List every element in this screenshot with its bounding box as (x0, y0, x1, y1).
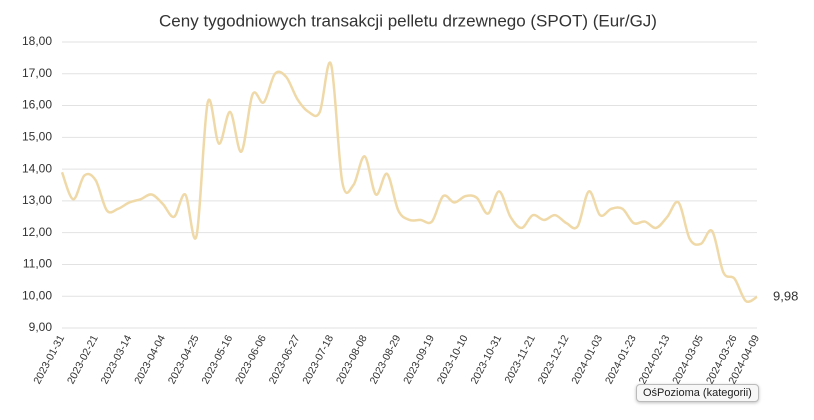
x-tick-label: 2023-01-31 (31, 333, 67, 386)
x-tick-label: 2024-02-13 (637, 333, 673, 386)
y-tick-label: 16,00 (22, 98, 52, 112)
x-tick-label: 2023-12-12 (536, 333, 572, 386)
x-tick-label: 2023-04-25 (166, 333, 202, 386)
x-tick-label: 2023-03-14 (99, 333, 135, 386)
x-tick-label: 2023-05-16 (199, 333, 235, 386)
x-tick-label: 2024-01-23 (603, 333, 639, 386)
x-tick-label: 2023-08-08 (334, 333, 370, 386)
x-tick-label: 2023-11-21 (502, 333, 538, 386)
x-tick-label: 2023-10-10 (435, 333, 471, 386)
x-tick-label: 2023-06-06 (233, 333, 269, 386)
y-tick-label: 11,00 (23, 257, 52, 271)
y-tick-label: 14,00 (22, 161, 52, 175)
tooltip: OśPozioma (kategorii) (636, 384, 759, 402)
x-tick-label: 2024-03-05 (670, 333, 706, 386)
x-tick-label: 2023-08-29 (368, 333, 404, 386)
line (60, 61, 758, 303)
x-tick-label: 2023-06-27 (267, 333, 303, 386)
y-tick-label: 18,00 (22, 34, 52, 48)
x-tick-label: 2023-02-21 (65, 333, 101, 386)
chart-title: Ceny tygodniowych transakcji pelletu drz… (159, 11, 657, 30)
x-tick-label: 2024-01-03 (569, 333, 605, 386)
y-tick-label: 9,00 (29, 320, 53, 334)
y-tick-label: 10,00 (22, 288, 52, 302)
x-tick-label: 2023-09-19 (401, 333, 437, 386)
x-tick-label: 2023-10-31 (468, 333, 504, 386)
data-label: 9,98 (773, 288, 798, 303)
x-tick-label: 2023-07-18 (300, 333, 336, 386)
y-tick-label: 17,00 (22, 66, 52, 80)
y-tick-label: 15,00 (22, 130, 52, 144)
y-tick-label: 13,00 (22, 193, 52, 207)
y-tick-label: 12,00 (22, 225, 52, 239)
x-tick-label: 2023-04-04 (132, 333, 168, 386)
